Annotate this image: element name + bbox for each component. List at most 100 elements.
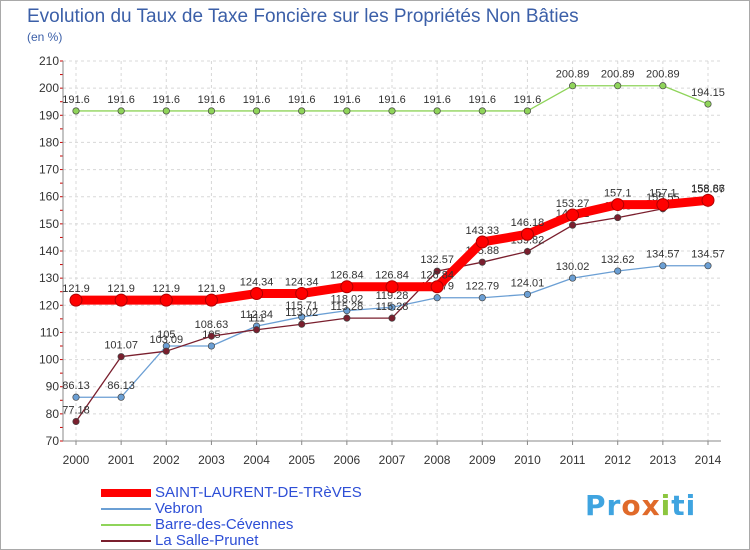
logo-letter: x [641,489,661,522]
data-label: 191.6 [198,94,226,106]
legend-label: SAINT-LAURENT-DE-TRèVES [155,484,362,501]
data-point [478,258,486,266]
data-label: 115.71 [285,300,318,312]
data-label: 134.57 [691,249,725,261]
data-label: 101.07 [104,340,138,352]
data-label: 146.18 [511,217,545,229]
y-tick-label: 120 [39,298,59,312]
data-label: 191.6 [243,94,271,106]
data-label: 124.01 [511,277,545,289]
data-label: 191.6 [153,94,181,106]
x-tick-label: 2012 [604,453,631,467]
y-tick-label: 200 [39,81,59,95]
data-label: 86.13 [62,380,90,392]
data-label: 124.34 [240,277,274,289]
data-label: 191.6 [378,94,406,106]
data-label: 115.28 [330,301,363,313]
data-point [385,280,399,294]
data-label: 134.57 [646,249,680,261]
data-point [523,107,531,115]
data-point [343,307,351,315]
data-label: 157.1 [649,188,677,200]
data-label: 132.62 [601,254,635,266]
series-barre-des-c-vennes: 191.6 191.6 191.6 191.6 191.6 191.6 191.6 191.6… [62,69,725,115]
chart-title: Evolution du Taux de Taxe Foncière sur l… [27,6,579,27]
data-point [569,82,577,90]
legend-label: Barre-des-Cévennes [155,516,294,533]
legend-label: Vebron [155,500,203,517]
data-point [430,280,444,294]
data-point [117,353,125,361]
x-tick-label: 2007 [379,453,406,467]
data-label: 124.34 [285,277,319,289]
y-tick-label: 70 [46,434,60,448]
x-tick-label: 2008 [424,453,451,467]
x-tick-label: 2014 [695,453,722,467]
data-point [72,417,80,426]
data-point [614,82,622,90]
data-label: 191.6 [423,94,451,106]
logo-letter: P [585,489,607,522]
y-tick-label: 130 [39,271,59,285]
data-label: 191.6 [469,94,497,106]
x-tick-label: 2006 [334,453,361,467]
data-point [659,262,667,270]
data-label: 121.9 [153,283,181,295]
data-label: 118.02 [330,294,363,306]
y-tick-label: 210 [39,54,59,68]
data-label: 200.89 [601,69,635,81]
data-label: 200.89 [646,69,680,81]
data-point [656,198,670,212]
data-point [72,107,80,115]
data-point [298,320,306,328]
y-tick-label: 160 [39,190,59,204]
data-point [659,82,667,90]
data-label: 143.33 [465,225,499,237]
data-point [114,293,128,307]
logo-letter: i [685,489,697,522]
data-point [701,193,715,207]
data-point [162,347,170,355]
data-label: 105 [157,329,175,341]
data-point [69,293,83,307]
data-point [298,107,306,115]
y-tick-label: 190 [39,108,59,122]
y-tick-label: 90 [46,380,60,394]
y-axis-unit-label: (en %) [27,30,63,44]
x-tick-label: 2001 [108,453,135,467]
y-tick-label: 150 [39,217,59,231]
data-point [295,287,309,301]
x-tick-label: 2002 [153,453,180,467]
logo-letter: o [621,489,642,522]
data-point [343,314,351,322]
data-point [569,274,577,282]
legend-swatch [101,489,151,497]
x-tick-label: 2005 [288,453,315,467]
data-point [433,294,441,302]
data-point [159,293,173,307]
data-point [340,280,354,294]
data-point [388,314,396,322]
data-point [433,107,441,115]
data-point [207,342,215,350]
data-label: 121.9 [198,283,226,295]
data-label: 112.34 [240,309,273,321]
data-point [569,221,577,229]
data-point [253,326,261,334]
x-tick-label: 2003 [198,453,225,467]
data-label: 111 [248,313,265,325]
proxiti-logo: Proxiti [585,489,696,522]
data-point [204,293,218,307]
data-point [520,227,534,241]
data-label: 115.28 [376,301,409,313]
data-label: 121.9 [107,283,135,295]
data-label: 119.28 [376,290,409,302]
legend-swatch [101,540,151,542]
legend-swatch [101,524,151,526]
data-label: 86.13 [107,380,135,392]
y-tick-label: 110 [40,325,59,339]
data-label: 194.15 [691,87,725,99]
data-label: 158.86 [691,183,725,195]
legend-label: La Salle-Prunet [155,532,259,549]
